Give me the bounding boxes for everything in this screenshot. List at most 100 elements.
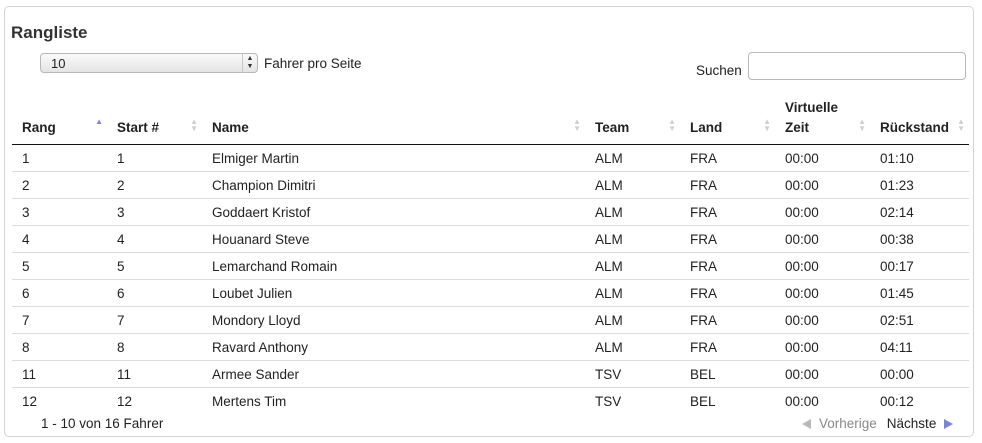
cell-virtuelle-zeit: 00:00: [775, 306, 870, 334]
cell-name: Goddaert Kristof: [202, 198, 585, 226]
cell-rueckstand: 02:14: [870, 198, 969, 226]
next-button[interactable]: Nächste: [887, 416, 954, 431]
cell-rueckstand: 00:38: [870, 225, 969, 253]
cell-start: 6: [107, 279, 202, 307]
cell-start: 7: [107, 306, 202, 334]
table-info: 1 - 10 von 16 Fahrer: [41, 416, 164, 431]
table-row[interactable]: 7 7 Mondory Lloyd ALM FRA 00:00 02:51: [12, 306, 969, 334]
cell-rang: 1: [12, 144, 107, 172]
cell-name: Mondory Lloyd: [202, 306, 585, 334]
cell-virtuelle-zeit: 00:00: [775, 198, 870, 226]
table-row[interactable]: 12 12 Mertens Tim TSV BEL 00:00 00:12: [12, 388, 969, 415]
cell-rang: 8: [12, 333, 107, 361]
table-row[interactable]: 2 2 Champion Dimitri ALM FRA 00:00 01:23: [12, 171, 969, 199]
cell-virtuelle-zeit: 00:00: [785, 393, 819, 409]
cell-rueckstand: 01:10: [870, 144, 969, 172]
cell-land: BEL: [690, 393, 716, 409]
column-label: Name: [212, 120, 249, 135]
previous-button[interactable]: Vorherige: [802, 416, 877, 431]
cell-team: ALM: [585, 306, 680, 334]
page-title: Rangliste: [11, 23, 88, 42]
cell-start: 8: [107, 333, 202, 361]
cell-rueckstand: 01:23: [870, 171, 969, 199]
cell-virtuelle-zeit: 00:00: [775, 144, 870, 172]
cell-start: 4: [107, 225, 202, 253]
sort-both-icon: ▲ ▼: [957, 117, 965, 133]
column-header-team[interactable]: Team ▲ ▼: [585, 98, 680, 145]
cell-land: FRA: [680, 279, 775, 307]
cell-virtuelle-zeit: 00:00: [775, 252, 870, 280]
cell-land: BEL: [680, 360, 775, 388]
cell-name: Lemarchand Romain: [202, 252, 585, 280]
cell-rueckstand: 00:00: [870, 360, 969, 388]
column-label-line1: Virtuelle: [785, 100, 839, 115]
column-header-land[interactable]: Land ▲ ▼: [680, 98, 775, 145]
column-header-start[interactable]: Start # ▲ ▼: [107, 98, 202, 145]
search-control: Suchen: [696, 52, 966, 80]
cell-name: Elmiger Martin: [202, 144, 585, 172]
column-label-line2: Zeit: [785, 120, 810, 135]
cell-start: 2: [107, 171, 202, 199]
cell-start: 11: [107, 360, 202, 388]
column-header-name[interactable]: Name ▲ ▼: [202, 98, 585, 145]
cell-team: ALM: [585, 333, 680, 361]
cell-start: 5: [107, 252, 202, 280]
table-header-row: Rang ▲▼ Start # ▲▼ Name ▲▼ Team ▲▼ Land …: [12, 98, 969, 145]
cell-team: ALM: [585, 144, 680, 172]
cell-land: FRA: [680, 306, 775, 334]
cell-team: TSV: [585, 360, 680, 388]
search-input[interactable]: [747, 52, 966, 80]
pagination: Vorherige Nächste: [802, 416, 954, 431]
table-row[interactable]: 4 4 Houanard Steve ALM FRA 00:00 00:38: [12, 225, 969, 253]
cell-land: FRA: [680, 333, 775, 361]
cell-land: FRA: [680, 252, 775, 280]
cell-land: FRA: [680, 198, 775, 226]
cell-team: ALM: [585, 225, 680, 253]
cell-virtuelle-zeit: 00:00: [775, 225, 870, 253]
column-header-rang[interactable]: Rang ▲▼: [12, 98, 107, 145]
column-header-rueckstand[interactable]: Rückstand ▲ ▼: [870, 98, 969, 145]
search-label: Suchen: [696, 62, 742, 78]
sort-both-icon: ▲ ▼: [858, 117, 866, 133]
table-row[interactable]: 5 5 Lemarchand Romain ALM FRA 00:00 00:1…: [12, 252, 969, 280]
column-label: Start #: [117, 120, 160, 135]
cell-virtuelle-zeit: 00:00: [775, 171, 870, 199]
cell-name: Loubet Julien: [202, 279, 585, 307]
cell-start: 12: [117, 393, 133, 409]
sort-both-icon: ▲ ▼: [573, 117, 581, 133]
cell-name: Champion Dimitri: [202, 171, 585, 199]
select-arrows-icon: ▲ ▼: [242, 54, 257, 73]
table-row[interactable]: 3 3 Goddaert Kristof ALM FRA 00:00 02:14: [12, 198, 969, 226]
page-length-label: Fahrer pro Seite: [264, 55, 362, 71]
cell-team: ALM: [585, 171, 680, 199]
cell-virtuelle-zeit: 00:00: [775, 333, 870, 361]
column-label: Rang: [22, 120, 56, 135]
sort-both-icon: ▲ ▼: [668, 117, 676, 133]
previous-label: Vorherige: [819, 416, 877, 431]
cell-rang: 3: [12, 198, 107, 226]
sort-both-icon: ▲ ▼: [763, 117, 771, 133]
cell-land: FRA: [680, 171, 775, 199]
column-header-virtuelle-zeit[interactable]: Virtuelle Zeit ▲ ▼: [775, 98, 870, 145]
sort-both-icon: ▲ ▼: [190, 117, 198, 133]
table-body: 1 1 Elmiger Martin ALM FRA 00:00 01:10 2…: [12, 144, 969, 415]
cell-rueckstand: 00:17: [870, 252, 969, 280]
cell-rang: 11: [12, 360, 107, 388]
column-label: Land: [690, 120, 723, 135]
cell-virtuelle-zeit: 00:00: [775, 279, 870, 307]
cell-land: FRA: [680, 144, 775, 172]
sort-asc-icon: ▲▼: [95, 117, 103, 126]
cell-team: TSV: [595, 393, 622, 409]
page-length-control: 10 ▲ ▼ Fahrer pro Seite: [40, 52, 362, 74]
cell-rang: 5: [12, 252, 107, 280]
table-row[interactable]: 6 6 Loubet Julien ALM FRA 00:00 01:45: [12, 279, 969, 307]
page-length-select[interactable]: 10 ▲ ▼: [40, 53, 258, 73]
cell-rang: 6: [12, 279, 107, 307]
page-length-value: 10: [51, 56, 66, 71]
table-row[interactable]: 1 1 Elmiger Martin ALM FRA 00:00 01:10: [12, 144, 969, 172]
cell-team: ALM: [585, 279, 680, 307]
table-row[interactable]: 11 11 Armee Sander TSV BEL 00:00 00:00: [12, 360, 969, 388]
cell-team: ALM: [585, 252, 680, 280]
table-row[interactable]: 8 8 Ravard Anthony ALM FRA 00:00 04:11: [12, 333, 969, 361]
next-label: Nächste: [886, 416, 937, 431]
